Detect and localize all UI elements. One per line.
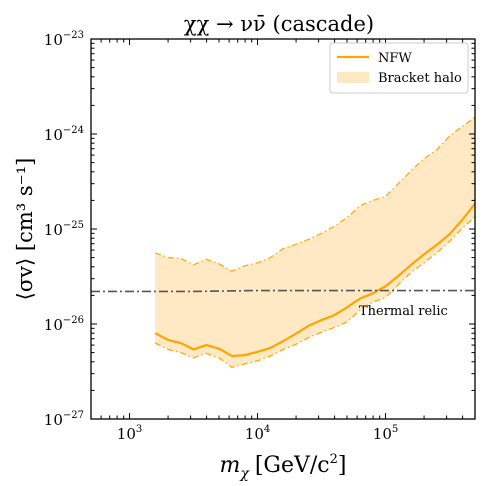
y-tick-label: 10−27 (44, 410, 84, 429)
thermal-relic-line (91, 289, 475, 293)
y-tick-label: 10−23 (44, 30, 84, 49)
y-tick-label: 10−25 (44, 220, 84, 239)
y-tick-label: 10−26 (44, 315, 84, 334)
chart-title: χχ → νν̄ (cascade) (184, 12, 374, 36)
legend-swatch-bracket-halo (337, 72, 369, 83)
legend-label-nfw: NFW (378, 51, 412, 66)
legend-label-bracket-halo: Bracket halo (378, 71, 462, 86)
thermal-relic-label: Thermal relic (359, 304, 448, 319)
x-axis-label-unit-end: ] (338, 453, 347, 478)
legend: NFW Bracket halo (329, 42, 469, 94)
bracket-halo-lower-edge (154, 216, 476, 368)
y-axis-label: ⟨σv⟩ [cm³ s⁻¹] (13, 158, 37, 301)
bracket-halo-band (155, 117, 476, 368)
x-axis-label: mχ [GeV/c2] (219, 452, 346, 482)
axis-ticks: 103 104 105 10−27 10−26 10−25 10−24 10−23 (44, 30, 476, 443)
plot-area: Thermal relic (91, 116, 476, 368)
y-tick-label: 10−24 (44, 125, 84, 144)
x-tick-label: 103 (117, 424, 142, 443)
x-axis-label-unit: [GeV/c (255, 453, 330, 478)
x-tick-label: 104 (245, 424, 270, 443)
x-axis-label-unit-sup: 2 (330, 452, 338, 467)
bracket-halo-upper-edge (154, 116, 476, 272)
x-axis-label-sub: χ (239, 466, 250, 482)
x-tick-label: 105 (373, 424, 398, 443)
nfw-line (154, 202, 476, 358)
x-axis-label-main: m (219, 453, 240, 478)
